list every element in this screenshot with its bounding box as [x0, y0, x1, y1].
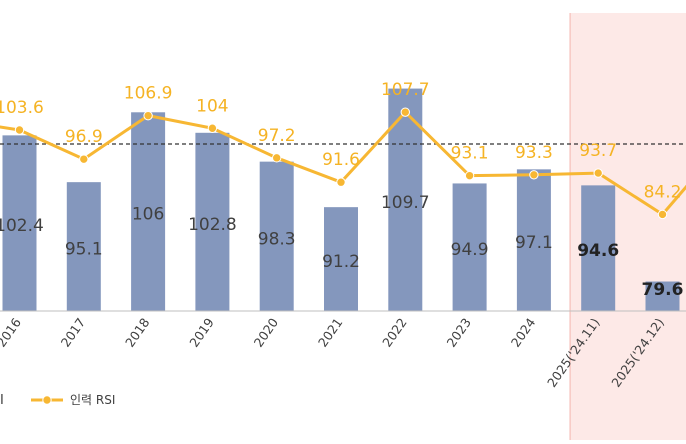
bar-value-label: 97.1 [515, 233, 553, 253]
bar [195, 132, 230, 311]
line-value-label: 97.2 [258, 126, 296, 146]
bar-value-label: 91.2 [322, 252, 360, 272]
line-point [272, 153, 282, 163]
line-point [143, 110, 153, 121]
bar [516, 169, 551, 311]
legend-bar-label: I [0, 393, 4, 408]
legend-line-marker [42, 395, 52, 405]
line-point [529, 170, 539, 180]
line-value-label: 93.7 [579, 141, 617, 161]
bar [324, 207, 358, 311]
line-point [207, 123, 218, 133]
x-tick-label: 2022 [379, 315, 410, 350]
bar [131, 112, 166, 311]
bar-value-label: 79.6 [642, 280, 684, 300]
line-point [14, 125, 25, 135]
line-value-label: 91.6 [322, 150, 360, 170]
bar-value-label: 98.3 [258, 229, 296, 249]
x-tick-label: 2016 [0, 315, 24, 350]
x-tick-label: 2021 [315, 315, 346, 350]
line-value-label: 96.9 [65, 127, 103, 147]
bar-value-label: 102.8 [188, 215, 237, 235]
x-tick-label: 2017 [58, 315, 89, 350]
bar [259, 161, 294, 311]
bar [581, 185, 616, 311]
line-point [336, 177, 346, 187]
line-point [657, 209, 668, 220]
x-tick-label: 2023 [444, 315, 475, 350]
line-value-label: 104 [196, 96, 228, 116]
bar [452, 183, 487, 311]
bar [66, 182, 101, 311]
x-tick-label: 2019 [186, 315, 217, 350]
line-point [79, 154, 89, 164]
line-value-label: 84.2 [644, 182, 682, 202]
line-value-label: 107.7 [381, 80, 430, 100]
x-tick-label: 2018 [122, 315, 153, 350]
bar-value-label: 102.4 [0, 216, 44, 236]
bar-value-label: 109.7 [381, 193, 430, 213]
legend-line-label: 인력 RSI [70, 393, 115, 407]
bar [645, 281, 680, 311]
bar [2, 135, 37, 311]
line-point [593, 168, 603, 178]
line-value-label: 106.9 [124, 84, 173, 104]
bar-value-label: 95.1 [65, 240, 103, 260]
line-value-label: 93.3 [515, 143, 553, 163]
line-value-label: 93.1 [451, 144, 489, 164]
x-tick-label: 2020 [251, 315, 282, 350]
bar-value-label: 94.9 [451, 240, 489, 260]
bar-value-label: 94.6 [577, 241, 619, 261]
line-point [464, 170, 475, 181]
bar-value-label: 106 [132, 205, 164, 225]
line-point [400, 107, 410, 117]
x-tick-label: 2024 [508, 315, 539, 350]
line-value-label: 103.6 [0, 98, 44, 118]
